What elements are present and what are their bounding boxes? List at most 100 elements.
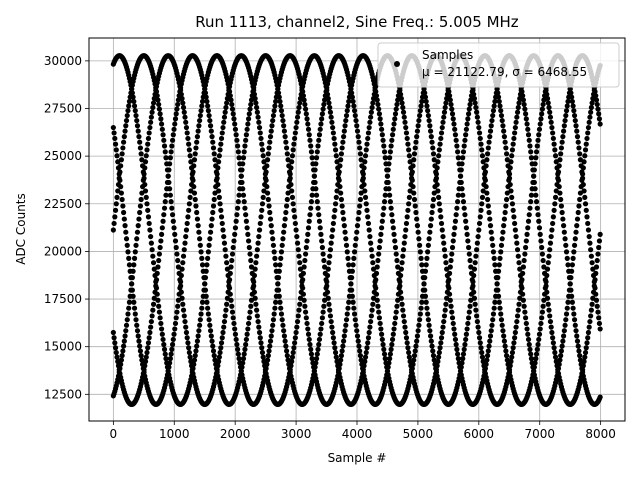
data-point	[525, 225, 531, 231]
data-point	[465, 238, 471, 244]
data-point	[448, 257, 454, 264]
data-point	[248, 303, 254, 309]
data-point	[370, 301, 376, 307]
data-point	[242, 143, 248, 149]
data-point	[205, 103, 211, 109]
data-point	[550, 130, 556, 136]
data-point	[245, 116, 252, 122]
data-point	[279, 112, 285, 119]
data-point	[169, 346, 175, 352]
data-point	[584, 135, 590, 142]
data-point	[246, 244, 252, 251]
data-point	[270, 117, 276, 124]
data-point	[220, 329, 226, 336]
data-point	[207, 229, 214, 235]
data-point	[472, 301, 478, 307]
data-point	[528, 155, 535, 161]
data-point	[353, 322, 359, 328]
data-point	[357, 151, 364, 157]
data-point	[118, 361, 124, 367]
data-point	[172, 238, 179, 244]
data-point	[575, 343, 581, 349]
data-point	[140, 184, 146, 190]
data-point	[305, 121, 311, 127]
data-point	[574, 333, 580, 339]
data-point	[387, 356, 393, 362]
data-point	[199, 103, 205, 109]
data-point	[523, 244, 529, 251]
data-point	[381, 351, 388, 357]
data-point	[235, 199, 241, 205]
data-point	[555, 171, 561, 177]
data-point	[144, 201, 150, 207]
data-point	[509, 153, 515, 159]
data-point	[233, 336, 239, 343]
data-point	[453, 212, 459, 218]
data-point	[579, 365, 585, 372]
data-point	[175, 257, 181, 264]
data-point	[281, 123, 287, 129]
data-point	[336, 177, 342, 183]
data-point	[463, 126, 469, 132]
data-point	[282, 216, 288, 222]
data-point	[127, 293, 133, 299]
data-point	[538, 238, 544, 244]
data-point	[244, 225, 250, 231]
data-point	[488, 328, 494, 334]
data-point	[236, 155, 242, 161]
data-point	[423, 299, 429, 305]
data-point	[295, 247, 301, 253]
data-point	[148, 324, 154, 330]
data-point	[425, 249, 431, 255]
data-point	[180, 104, 187, 111]
data-point	[207, 117, 213, 124]
data-point	[582, 153, 588, 159]
data-point	[321, 257, 327, 264]
data-point	[455, 149, 461, 155]
data-point	[217, 147, 223, 153]
data-point	[126, 103, 132, 109]
data-point	[180, 100, 186, 106]
data-point	[379, 336, 385, 343]
data-point	[567, 281, 573, 287]
data-point	[180, 301, 186, 307]
data-point	[366, 329, 372, 336]
data-point	[329, 119, 335, 125]
data-point	[496, 262, 502, 268]
data-point	[513, 324, 519, 330]
data-point	[549, 227, 555, 233]
data-point	[114, 194, 120, 200]
data-point	[210, 209, 216, 216]
x-axis: 0 1000 2000 3000 4000 5000 6000 7000 8000	[110, 421, 616, 441]
data-point	[515, 253, 521, 259]
data-point	[492, 98, 498, 105]
data-point	[571, 317, 578, 323]
data-point	[110, 124, 116, 131]
data-point	[243, 336, 249, 343]
data-point	[305, 126, 312, 132]
data-point	[343, 112, 350, 119]
data-point	[230, 244, 236, 251]
data-point	[396, 285, 402, 291]
data-point	[317, 126, 323, 132]
data-point	[354, 229, 360, 235]
data-point	[193, 348, 199, 354]
data-point	[514, 240, 520, 246]
data-point	[292, 214, 298, 220]
data-point	[265, 151, 271, 157]
data-point	[503, 196, 510, 203]
data-point	[424, 103, 430, 109]
data-point	[427, 328, 433, 334]
data-point	[382, 356, 388, 362]
data-point	[550, 135, 556, 142]
data-point	[184, 335, 190, 341]
data-point	[512, 124, 518, 131]
data-point	[379, 218, 385, 224]
data-point	[468, 270, 475, 276]
data-point	[462, 341, 468, 348]
data-point	[586, 324, 592, 330]
data-point	[386, 161, 392, 167]
data-point	[308, 149, 315, 155]
data-point	[259, 345, 265, 351]
data-point	[123, 236, 130, 242]
